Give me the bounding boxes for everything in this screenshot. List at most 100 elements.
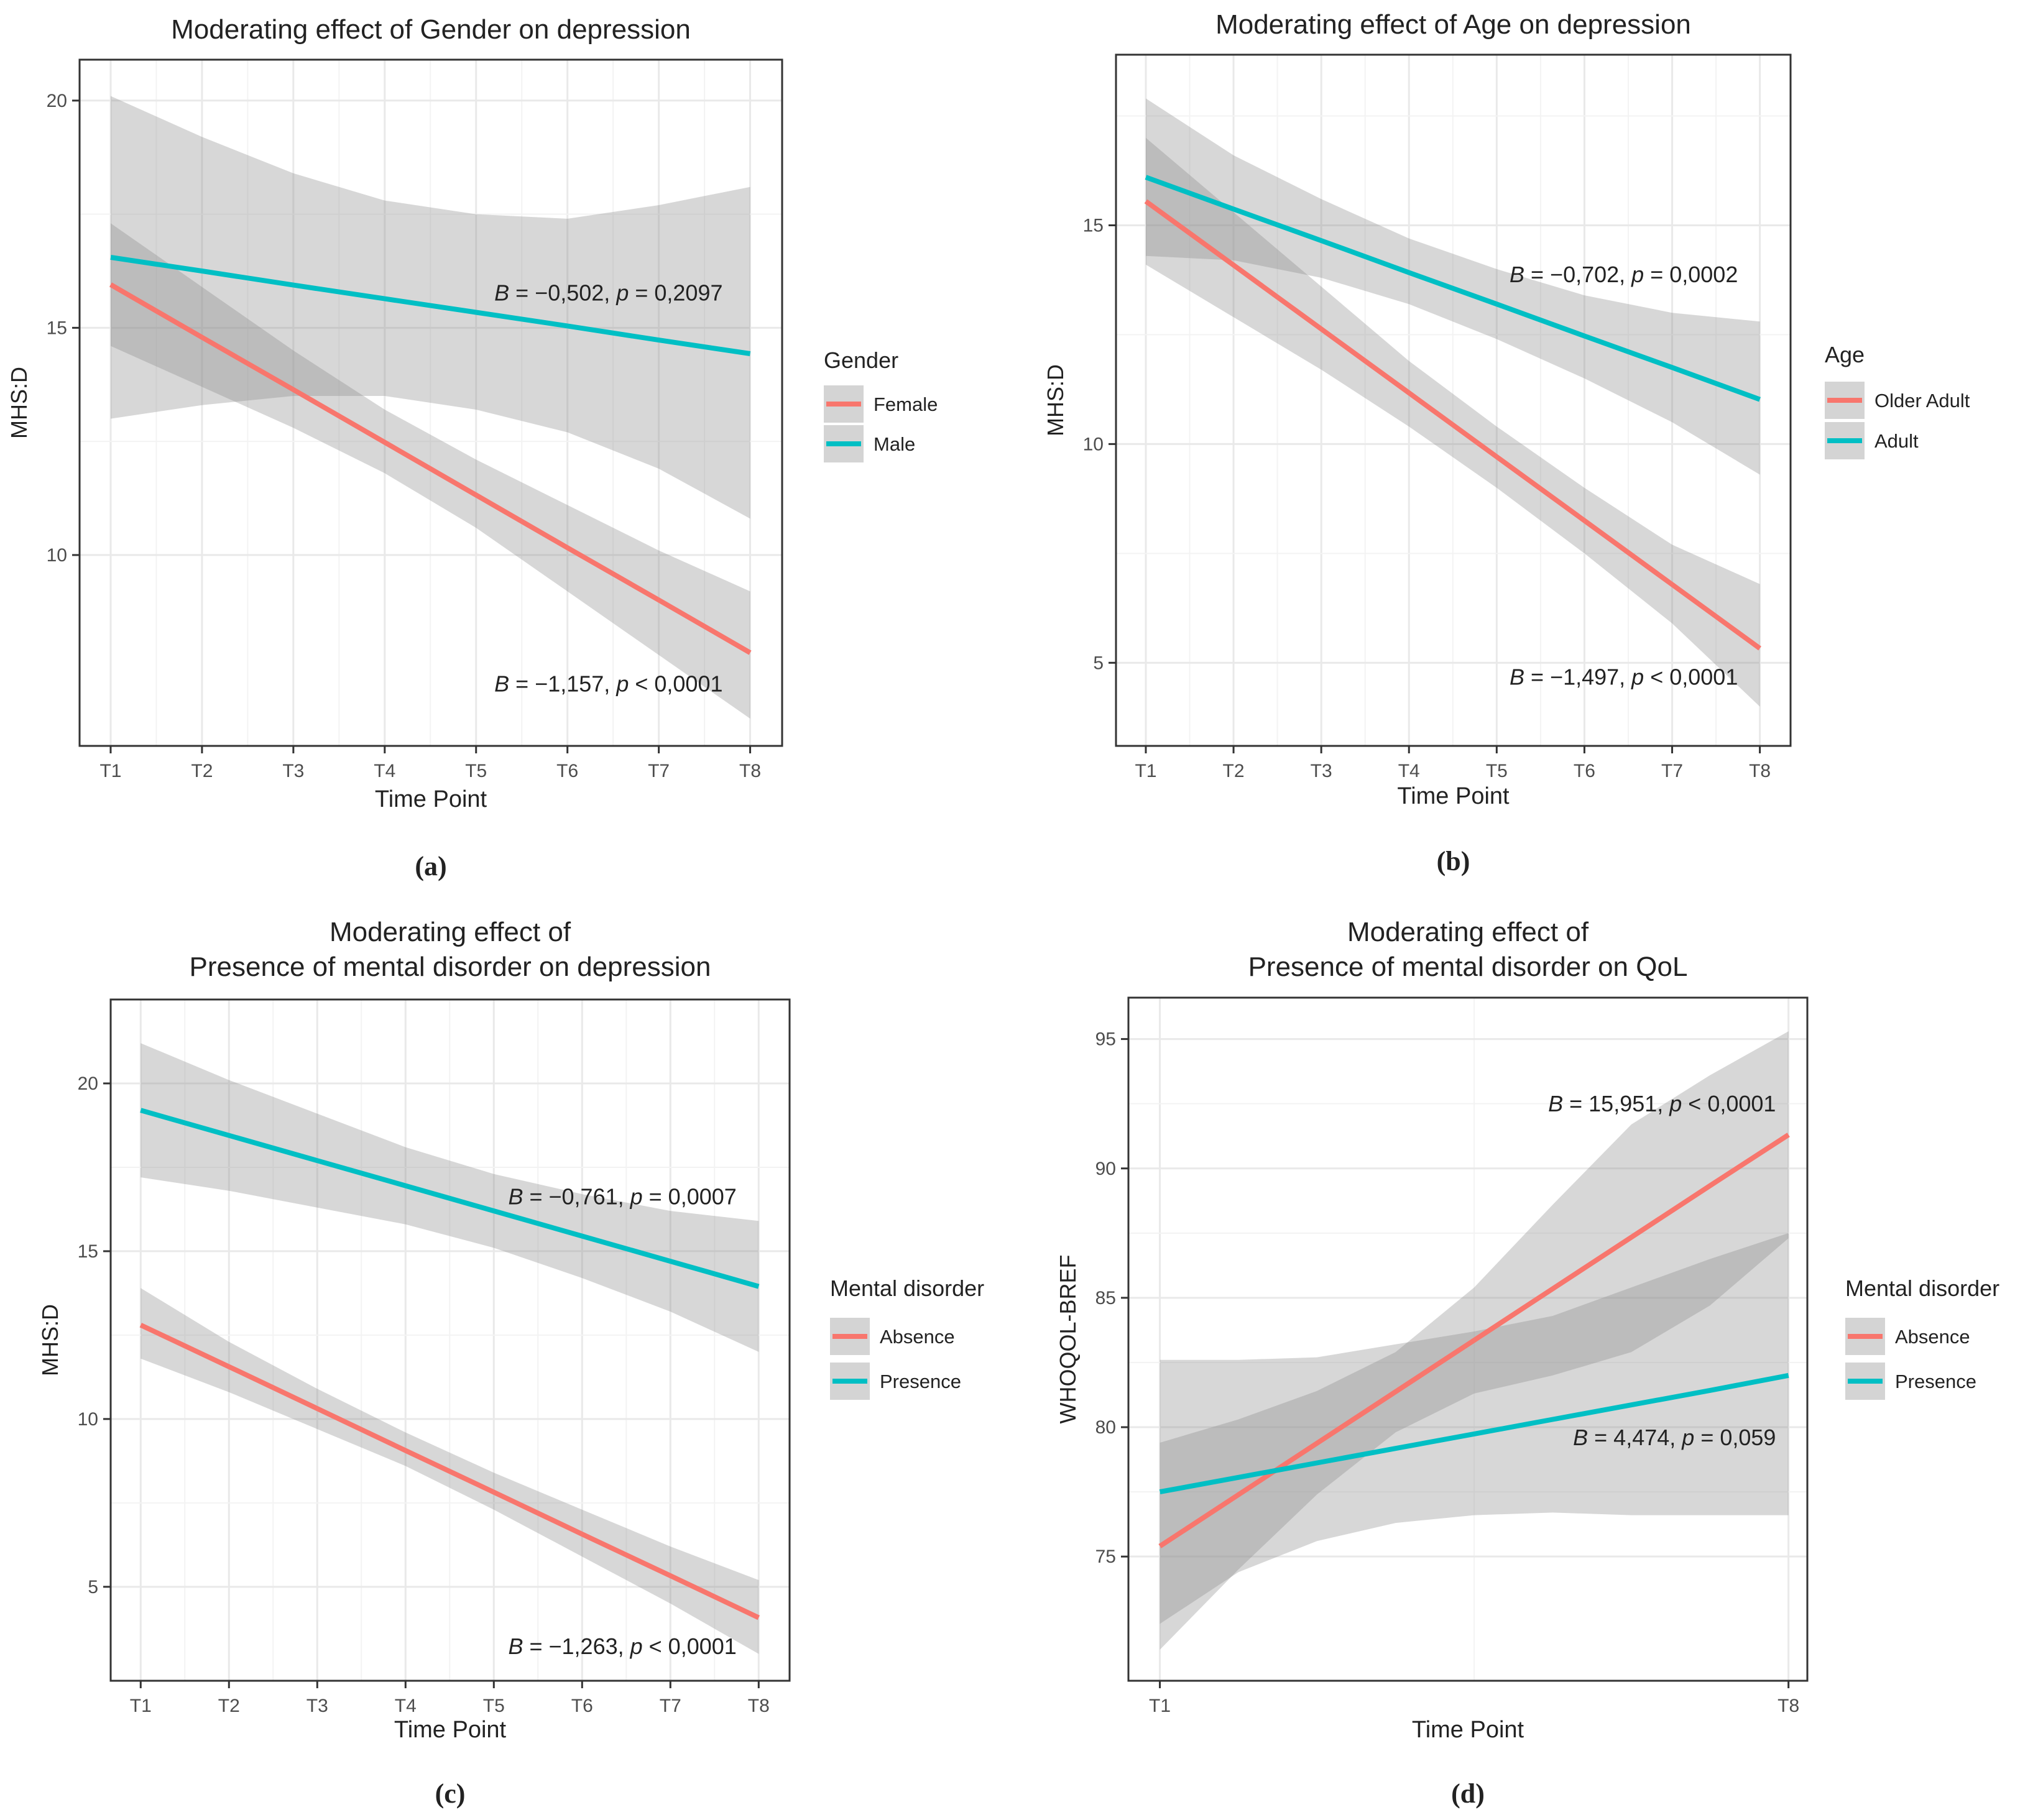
gridlines: [111, 1000, 790, 1681]
legend: Mental disorder Absence Presence: [1845, 1275, 1999, 1400]
annotation-label: B = 15,951, p < 0,0001: [1548, 1091, 1776, 1116]
x-tick-label: T8: [748, 1696, 770, 1716]
y-tick-label: 90: [1095, 1159, 1116, 1179]
y-axis-title: WHOQOL-BREF: [1055, 1254, 1081, 1423]
legend-item-label: Presence: [880, 1371, 961, 1392]
legend: Age Older Adult Adult: [1825, 342, 1970, 459]
series-line-male: [110, 255, 751, 356]
annotation-label: B = −0,761, p = 0,0007: [508, 1183, 736, 1209]
x-tick-label: T4: [395, 1696, 417, 1716]
x-tick-label: T5: [483, 1696, 505, 1716]
legend-item-label: Absence: [880, 1326, 955, 1348]
x-tick-label: T5: [465, 761, 487, 781]
panel-caption: (b): [1437, 846, 1470, 876]
x-tick-label: T1: [130, 1696, 152, 1716]
panel-border: [1115, 53, 1792, 747]
y-tick-label: 20: [78, 1073, 98, 1094]
chart-title: Moderating effect of Gender on depressio…: [171, 14, 691, 45]
x-tick-label: T7: [660, 1696, 681, 1716]
y-tick-label: 95: [1095, 1029, 1116, 1050]
annotation-label: B = −0,702, p = 0,0002: [1510, 262, 1738, 287]
x-tick-label: T1: [1135, 761, 1156, 781]
y-tick-label: 15: [47, 318, 67, 338]
panel-border: [78, 58, 783, 747]
y-axis-title: MHS:D: [37, 1304, 63, 1376]
y-tick-label: 5: [88, 1577, 98, 1597]
x-tick-label: T3: [1311, 761, 1332, 781]
legend: Mental disorder Absence Presence: [830, 1275, 984, 1400]
series-line-absence: [1158, 1133, 1790, 1548]
x-tick-label: T2: [191, 761, 213, 781]
series-line-presence: [140, 1108, 760, 1289]
legend: Gender Female Male: [824, 347, 938, 462]
x-tick-label: T4: [1398, 761, 1420, 781]
legend-item-label: Older Adult: [1874, 390, 1970, 411]
y-tick-label: 10: [1083, 434, 1104, 454]
series-line-adult: [1145, 175, 1761, 402]
panel-caption: (d): [1451, 1778, 1485, 1809]
x-tick-label: T8: [1749, 761, 1771, 781]
y-tick-label: 80: [1095, 1417, 1116, 1438]
annotation-label: B = −1,497, p < 0,0001: [1510, 664, 1738, 689]
x-tick-label: T3: [282, 761, 304, 781]
panel-b: B = −0,702, p = 0,0002 B = −1,497, p < 0,…: [1043, 9, 1970, 876]
x-tick-label: T8: [739, 761, 761, 781]
y-tick-label: 5: [1093, 653, 1104, 673]
x-tick-label: T2: [218, 1696, 240, 1716]
y-tick-label: 10: [47, 545, 67, 566]
plot-background: [1128, 998, 1807, 1681]
gridlines: [1116, 55, 1791, 746]
x-axis-title: Time Point: [375, 786, 487, 812]
panel-a: B = −0,502, p = 0,2097 B = −1,157, p < 0,…: [6, 14, 938, 881]
gridlines: [80, 60, 782, 746]
x-tick-label: T4: [374, 761, 395, 781]
y-axis-title: MHS:D: [6, 367, 32, 439]
x-tick-label: T7: [1661, 761, 1683, 781]
series-line-older-adult: [1144, 199, 1761, 651]
panel-caption: (a): [415, 851, 446, 881]
panel-border: [1127, 996, 1809, 1682]
x-tick-label: T5: [1486, 761, 1508, 781]
annotation-label: B = −1,157, p < 0,0001: [494, 671, 722, 696]
legend-title: Gender: [824, 347, 898, 373]
x-tick-label: T3: [307, 1696, 328, 1716]
legend-item-label: Male: [874, 433, 915, 455]
y-tick-label: 20: [47, 91, 67, 111]
chart-title: Moderating effect of Presence of mental d…: [190, 917, 711, 982]
y-tick-label: 10: [78, 1409, 98, 1430]
x-tick-label: T7: [648, 761, 670, 781]
series-line-absence: [139, 1323, 760, 1620]
legend-item-label: Absence: [1895, 1326, 1970, 1348]
series-line-female: [109, 282, 752, 655]
x-tick-label: T6: [571, 1696, 593, 1716]
series-line-presence: [1159, 1372, 1789, 1495]
x-tick-label: T8: [1777, 1696, 1799, 1716]
panel-border: [109, 998, 791, 1682]
panel-c: B = −0,761, p = 0,0007 B = −1,263, p < 0,…: [37, 917, 984, 1809]
panel-caption: (c): [435, 1778, 466, 1809]
chart-title: Moderating effect of Presence of mental d…: [1248, 917, 1688, 982]
y-tick-label: 85: [1095, 1288, 1116, 1308]
y-tick-label: 15: [1083, 215, 1104, 236]
y-tick-label: 15: [78, 1241, 98, 1262]
panel-d: B = 15,951, p < 0,0001 B = 4,474, p = 0,0…: [1055, 917, 1999, 1809]
annotation-label: B = −1,263, p < 0,0001: [508, 1634, 736, 1659]
annotation-label: B = 4,474, p = 0,059: [1573, 1425, 1776, 1450]
legend-item-label: Adult: [1874, 430, 1919, 452]
legend-title: Mental disorder: [830, 1275, 984, 1301]
legend-title: Mental disorder: [1845, 1275, 1999, 1301]
x-tick-label: T6: [556, 761, 578, 781]
x-axis-title: Time Point: [1397, 783, 1510, 809]
x-tick-label: T1: [1149, 1696, 1171, 1716]
x-tick-label: T2: [1223, 761, 1245, 781]
x-tick-label: T1: [99, 761, 121, 781]
chart-title: Moderating effect of Age on depression: [1215, 9, 1691, 40]
ci-ribbon-presence: [1160, 1233, 1789, 1624]
x-axis-title: Time Point: [1412, 1717, 1524, 1743]
annotation-label: B = −0,502, p = 0,2097: [494, 280, 722, 305]
legend-item-label: Presence: [1895, 1371, 1976, 1392]
y-tick-label: 75: [1095, 1547, 1116, 1567]
x-tick-label: T6: [1574, 761, 1595, 781]
y-axis-title: MHS:D: [1043, 364, 1068, 436]
